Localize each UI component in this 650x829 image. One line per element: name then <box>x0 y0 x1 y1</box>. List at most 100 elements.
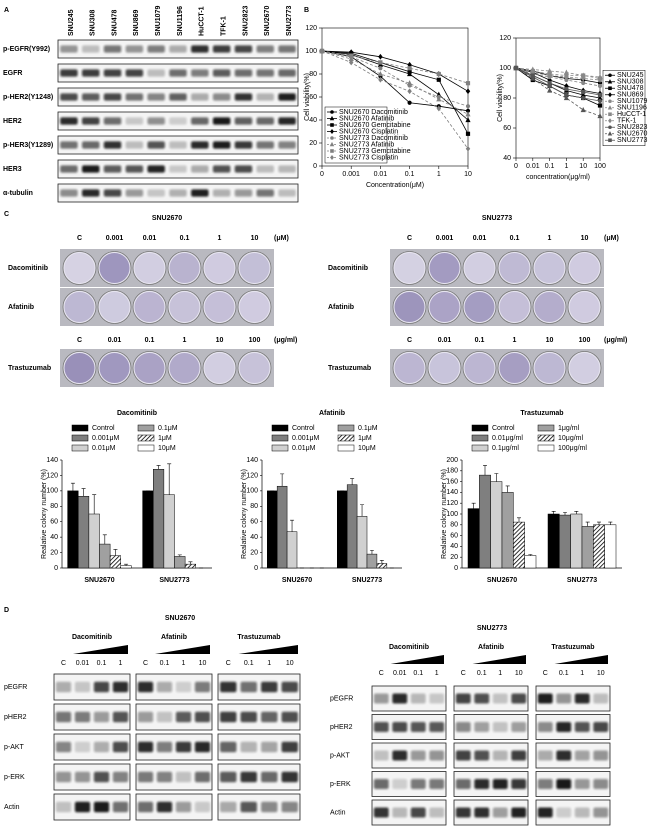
marker <box>407 80 413 86</box>
blot-band <box>537 722 553 732</box>
bar <box>581 526 594 569</box>
marker <box>436 77 441 82</box>
blot-band <box>574 750 590 761</box>
blot-band <box>82 165 100 173</box>
plate-colonies <box>499 353 530 383</box>
marker <box>547 72 552 79</box>
blot-band <box>256 141 274 149</box>
blot-band <box>191 189 209 197</box>
marker <box>378 76 383 83</box>
blot-band <box>147 117 165 125</box>
dose-wedge <box>554 655 608 664</box>
drug-label: Trastuzumab <box>237 634 280 641</box>
dose-label: C <box>407 235 412 242</box>
lane-label: SNU869 <box>133 9 140 36</box>
bar <box>276 485 288 569</box>
category-label: SNU2773 <box>352 577 382 584</box>
y-tick-label: 20 <box>309 140 317 147</box>
series-line <box>321 50 469 115</box>
series-line <box>515 67 601 78</box>
blot-band <box>373 722 389 732</box>
blot-band <box>74 711 91 723</box>
protein-label: p-HER2(Y1248) <box>3 94 53 101</box>
plate-colonies <box>499 253 530 283</box>
blot-band <box>392 779 408 789</box>
blot-band <box>455 722 471 732</box>
x-tick-label: 0.1 <box>405 171 415 178</box>
blot-band <box>93 741 110 753</box>
error-bar <box>102 534 107 545</box>
error-bar <box>563 512 567 516</box>
bar <box>267 490 278 569</box>
legend-label: SNU2670 <box>617 131 647 138</box>
marker <box>597 92 603 98</box>
legend-swatch <box>271 424 289 432</box>
bar <box>593 524 605 569</box>
lane-label: SNU478 <box>111 9 118 36</box>
blot-band <box>194 771 211 783</box>
y-tick-label: 20 <box>50 549 58 556</box>
y-axis-label: Realative colony number (%) <box>241 469 248 559</box>
blot-band <box>212 69 231 77</box>
series-line <box>515 67 601 79</box>
blot-band <box>194 681 211 693</box>
dose-label: C <box>143 660 148 667</box>
blot-band <box>112 801 129 813</box>
plate <box>202 290 237 324</box>
blot-band <box>220 711 237 723</box>
marker <box>597 103 603 108</box>
blot-band <box>261 681 278 693</box>
legend-label: SNU245 <box>617 72 644 79</box>
blot-band <box>212 141 231 149</box>
y-tick-label: 40 <box>50 534 58 541</box>
blot-band <box>256 189 274 197</box>
blot-band <box>112 711 129 723</box>
blot-band <box>191 93 209 101</box>
protein-label: p-AKT <box>4 744 25 751</box>
dose-label: 0.1 <box>180 235 190 242</box>
plate-colonies <box>569 353 600 383</box>
error-bar <box>551 511 556 514</box>
legend-label: Control <box>92 425 115 432</box>
dose-wedge <box>390 655 444 664</box>
protein-label: α-tubulin <box>3 190 33 197</box>
protein-label: EGFR <box>3 70 22 77</box>
dose-label: 0.001 <box>436 235 454 242</box>
plate-colonies <box>169 253 200 283</box>
error-bar <box>517 517 521 523</box>
dose-label: 0.1 <box>160 660 170 667</box>
plate <box>167 351 202 385</box>
plate-colonies <box>64 353 95 383</box>
marker <box>608 92 612 98</box>
blot-band <box>55 711 72 723</box>
marker <box>330 149 334 153</box>
marker <box>608 125 612 130</box>
lane-label: SNU308 <box>90 9 97 36</box>
blot-band <box>511 722 527 732</box>
marker <box>330 128 334 135</box>
legend-label: 0.001μM <box>92 435 120 442</box>
y-tick-label: 120 <box>46 472 58 479</box>
blot-band <box>175 771 192 783</box>
marker <box>597 98 603 104</box>
y-tick-label: 160 <box>446 478 458 485</box>
blot-band <box>511 779 527 789</box>
plate-colonies <box>169 292 200 322</box>
blot-band <box>60 189 78 197</box>
dose-label: C <box>407 337 412 344</box>
blot-band <box>240 801 257 813</box>
plate-colonies <box>464 253 495 283</box>
dose-label: 1 <box>119 660 123 667</box>
plate <box>567 251 602 285</box>
y-tick-label: 120 <box>246 472 258 479</box>
marker <box>564 74 569 80</box>
x-tick-label: 0.01 <box>526 163 540 170</box>
dose-label: 10 <box>216 337 224 344</box>
blot-band <box>169 69 187 77</box>
plate <box>237 290 272 324</box>
blot-band <box>392 722 408 732</box>
blot-band <box>278 45 296 53</box>
marker <box>608 99 612 104</box>
blot-band <box>147 141 165 149</box>
legend-label: SNU2773 Cisplatin <box>339 154 398 161</box>
